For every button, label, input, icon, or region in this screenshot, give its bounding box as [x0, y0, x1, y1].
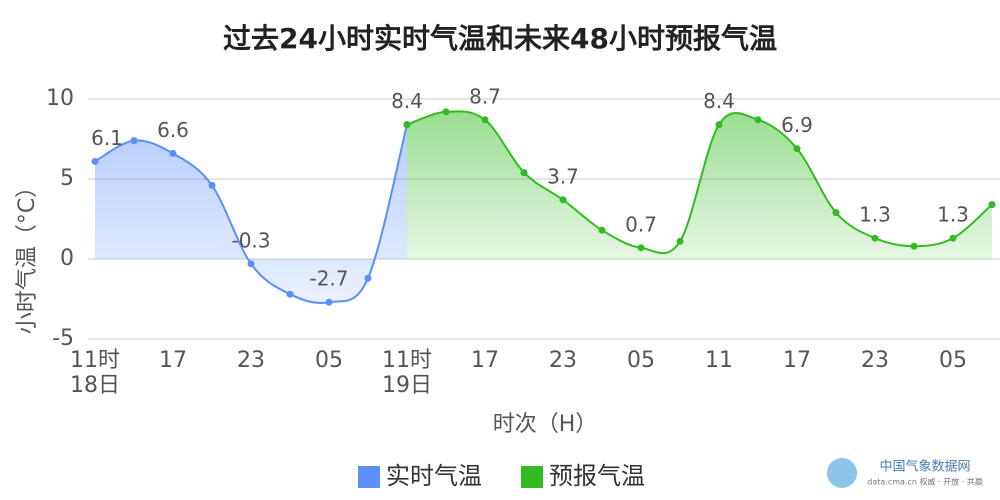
data-label: 0.7 [625, 212, 657, 236]
x-tick-line: 05 [939, 348, 967, 373]
point [754, 116, 762, 124]
y-tick-label: 0 [60, 246, 74, 271]
y-axis-label: 小时气温（°C） [15, 176, 40, 334]
x-tick-label: 05 [939, 348, 967, 373]
x-tick-label: 11时 18日 [70, 348, 120, 398]
data-label: 8.4 [703, 89, 735, 113]
x-tick-label: 11 [705, 348, 733, 373]
x-tick-line: 19日 [382, 373, 432, 398]
data-label: 3.7 [547, 164, 579, 188]
legend-label: 预报气温 [549, 462, 645, 490]
data-label: 6.6 [157, 118, 189, 142]
x-axis-label: 时次（H） [493, 412, 598, 437]
point [871, 234, 879, 242]
point [988, 201, 996, 209]
data-label: 8.7 [469, 84, 501, 108]
point [598, 226, 606, 234]
x-tick-label: 17 [159, 348, 187, 373]
x-tick-label: 05 [627, 348, 655, 373]
data-label: 1.3 [937, 203, 969, 227]
data-label: 8.4 [391, 89, 423, 113]
point [130, 137, 138, 145]
watermark: 中国气象数据网 [879, 459, 970, 475]
watermark-sub: data.cma.cn 权威 · 开放 · 共赢 [867, 477, 982, 487]
point [286, 290, 294, 298]
logo [827, 458, 857, 488]
point [325, 298, 333, 306]
data-label: -0.3 [231, 228, 270, 252]
point [247, 260, 255, 268]
y-tick-label: 10 [46, 86, 74, 111]
point [715, 121, 723, 129]
legend-swatch [521, 466, 543, 488]
x-tick-line: 23 [861, 348, 889, 373]
x-tick-label: 05 [315, 348, 343, 373]
x-tick-label: 11时 19日 [382, 348, 432, 398]
area [95, 124, 407, 304]
point [559, 196, 567, 204]
point [520, 169, 528, 177]
x-tick-line: 18日 [70, 373, 120, 398]
x-tick-line: 17 [471, 348, 499, 373]
x-tick-line: 05 [627, 348, 655, 373]
x-tick-label: 17 [783, 348, 811, 373]
chart-title: 过去24小时实时气温和未来48小时预报气温 [223, 22, 777, 55]
x-tick-line: 11 [705, 348, 733, 373]
x-tick-line: 11时 [70, 348, 120, 373]
point [481, 116, 489, 124]
point [832, 209, 840, 217]
y-tick-label: -5 [52, 326, 74, 351]
point [910, 242, 918, 250]
x-tick-line: 23 [237, 348, 265, 373]
data-label: 1.3 [859, 203, 891, 227]
x-tick-line: 05 [315, 348, 343, 373]
data-label: 6.9 [781, 113, 813, 137]
x-tick-line: 17 [159, 348, 187, 373]
y-tick-label: 5 [60, 166, 74, 191]
point [442, 108, 450, 116]
x-tick-label: 17 [471, 348, 499, 373]
x-tick-label: 23 [549, 348, 577, 373]
line [406, 110, 993, 254]
point [403, 121, 411, 129]
x-tick-line: 11时 [382, 348, 432, 373]
x-tick-label: 23 [237, 348, 265, 373]
point [949, 234, 957, 242]
point [793, 145, 801, 153]
point [637, 244, 645, 252]
legend-label: 实时气温 [386, 462, 482, 490]
point [364, 274, 372, 282]
x-tick-line: 17 [783, 348, 811, 373]
x-tick-label: 23 [861, 348, 889, 373]
legend-swatch [358, 466, 380, 488]
point [208, 181, 216, 189]
data-label: -2.7 [309, 267, 348, 291]
point [169, 149, 177, 157]
point [91, 157, 99, 165]
point [676, 237, 684, 245]
data-label: 6.1 [91, 126, 123, 150]
x-tick-line: 23 [549, 348, 577, 373]
